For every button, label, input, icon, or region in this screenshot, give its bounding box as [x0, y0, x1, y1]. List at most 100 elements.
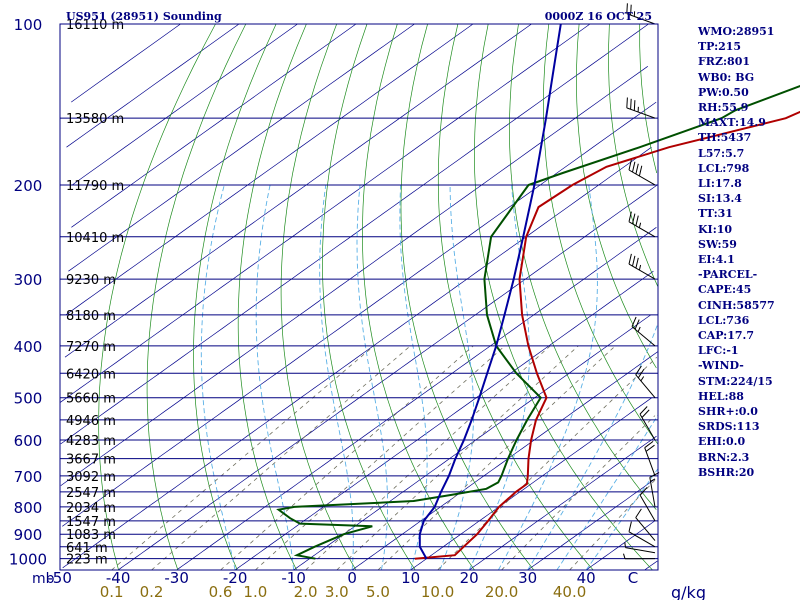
- mixing-ratio-tick-label: 2.0: [294, 583, 318, 600]
- sounding-index-23: STM:224/15: [698, 374, 773, 388]
- dry-adiabat-line: [146, 23, 247, 571]
- pressure-tick-label: 900: [14, 526, 43, 544]
- mixing-ratio-lines: [111, 345, 658, 571]
- temperature-profile-line: [414, 110, 800, 560]
- sounding-index-29: BSHR:20: [698, 465, 755, 479]
- dry-adiabat-line: [543, 23, 659, 445]
- x-axis-unit-label: g/kg: [671, 583, 706, 600]
- isotherm-line: [176, 227, 657, 571]
- sounding-index-20: CAP:17.7: [698, 329, 755, 343]
- pressure-tick-label: 200: [14, 177, 43, 195]
- isotherm-line: [468, 435, 657, 571]
- height-label: 2034 m: [66, 501, 116, 516]
- height-label: 5660 m: [66, 392, 116, 407]
- dry-adiabat-line: [400, 23, 535, 571]
- height-label: 3092 m: [66, 470, 116, 485]
- dry-adiabat-line: [362, 23, 475, 571]
- mixing-ratio-line: [437, 356, 658, 571]
- moist-adiabat-line: [399, 184, 428, 571]
- sounding-index-9: LCL:798: [698, 161, 750, 175]
- mixing-ratio-line: [305, 345, 551, 571]
- pressure-tick-label: 600: [14, 432, 43, 450]
- temperature-tick-label: 10: [401, 569, 420, 587]
- wind-barb: [628, 253, 656, 280]
- wind-barb: [635, 365, 656, 399]
- dry-adiabat-line: [576, 23, 657, 369]
- mixing-ratio-tick-label: 5.0: [366, 583, 390, 600]
- isotherm-line: [70, 23, 181, 103]
- sounding-index-18: CINH:58577: [698, 298, 775, 312]
- height-label: 7270 m: [66, 340, 116, 355]
- dry-adiabat-line: [98, 23, 216, 571]
- sounding-index-27: EHI:0.0: [698, 435, 746, 449]
- dry-adiabat-line: [322, 23, 416, 571]
- wind-barb: [644, 441, 656, 477]
- sounding-index-0: WMO:28951: [698, 25, 775, 38]
- wind-barbs: [623, 3, 660, 560]
- parcel-profile-line: [418, 23, 562, 560]
- mixing-ratio-line: [255, 345, 506, 571]
- wind-barb: [635, 508, 656, 541]
- temperature-tick-label: 30: [518, 569, 537, 587]
- height-label: 1547 m: [66, 515, 116, 530]
- wind-barb: [628, 211, 656, 238]
- mixing-ratio-line: [151, 345, 411, 571]
- isotherm-line: [64, 23, 532, 358]
- sounding-index-11: SI:13.4: [698, 192, 742, 206]
- plot-frame: [59, 23, 659, 571]
- moist-adiabat-line: [498, 184, 598, 571]
- isotherm-line: [117, 184, 658, 571]
- sounding-index-1: TP:215: [698, 40, 742, 54]
- height-label: 13580 m: [66, 112, 124, 127]
- pressure-tick-label: 400: [14, 338, 43, 356]
- chart-title-left: US951 (28951) Sounding: [66, 10, 222, 23]
- moist-adiabat-line: [255, 184, 295, 571]
- pressure-tick-label: 500: [14, 390, 43, 408]
- height-label: 16110 m: [66, 18, 124, 33]
- dry-adiabat-line: [193, 23, 277, 571]
- dry-adiabat-line: [437, 23, 594, 571]
- dry-adiabat-line: [237, 23, 307, 571]
- temperature-tick-label: -40: [106, 569, 131, 587]
- temperature-tick-label: 40: [577, 569, 596, 587]
- height-label: 3667 m: [66, 453, 116, 468]
- dry-adiabat-line: [474, 23, 653, 571]
- mixing-ratio-line: [569, 478, 657, 571]
- moist-adiabat-line: [527, 324, 658, 571]
- mixing-ratio-tick-label: 40.0: [553, 583, 586, 600]
- sounding-index-26: SRDS:113: [698, 420, 760, 434]
- pressure-tick-label: 100: [14, 16, 43, 34]
- height-label: 1083 m: [66, 528, 116, 543]
- sounding-index-5: RH:55.9: [698, 101, 749, 115]
- isotherm-line: [234, 270, 654, 571]
- isotherm-line: [71, 23, 357, 228]
- sounding-index-28: BRN:2.3: [698, 450, 750, 464]
- pressure-tick-label: 800: [14, 499, 43, 517]
- temperature-tick-label: 0: [347, 569, 357, 587]
- temperature-tick-label: C: [628, 569, 638, 587]
- moist-adiabat-line: [439, 185, 475, 571]
- isotherm-line: [410, 397, 653, 571]
- height-label: 10410 m: [66, 231, 124, 246]
- moist-adiabat-line: [356, 184, 389, 571]
- moist-adiabat-line: [200, 184, 236, 571]
- wind-barb: [639, 406, 656, 441]
- wind-barb: [628, 521, 656, 548]
- isotherm-line: [60, 23, 591, 403]
- sounding-index-15: EI:4.1: [698, 253, 735, 267]
- wind-barb: [639, 487, 656, 522]
- sounding-index-19: LCL:736: [698, 313, 750, 327]
- height-label: 641 m: [66, 541, 108, 556]
- sounding-index-17: CAPE:45: [698, 283, 752, 297]
- temperature-tick-label: -50: [47, 569, 72, 587]
- moist-adiabat-lines: [200, 184, 659, 571]
- mixing-ratio-tick-label: 20.0: [485, 583, 518, 600]
- temperature-tick-label: -10: [281, 569, 306, 587]
- sounding-index-13: KI:10: [698, 222, 733, 236]
- pressure-tick-label: 700: [14, 468, 43, 486]
- sounding-index-25: SHR+:0.0: [698, 405, 758, 419]
- wind-barb: [624, 542, 656, 554]
- moist-adiabat-line: [585, 468, 659, 571]
- sounding-index-6: MAXT:14.9: [698, 116, 766, 130]
